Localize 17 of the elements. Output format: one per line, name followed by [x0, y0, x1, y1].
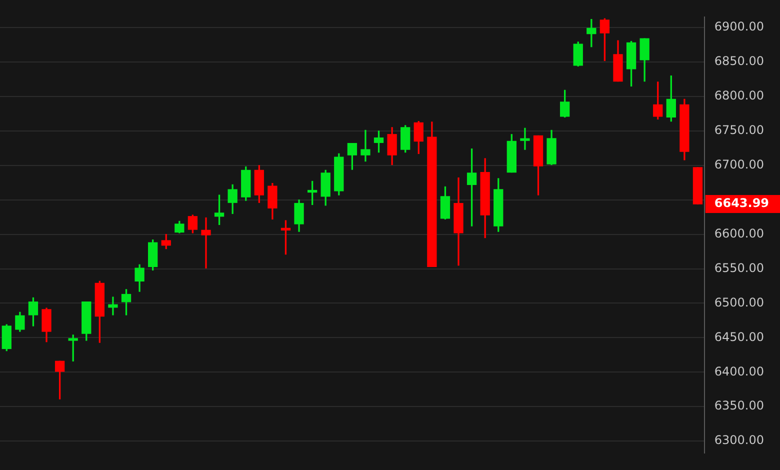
candlestick: [108, 296, 118, 316]
y-tick-label: 6500.00: [714, 295, 764, 310]
y-tick-label: 6350.00: [714, 398, 764, 413]
y-tick-label: 6400.00: [714, 364, 764, 378]
y-tick-label: 6850.00: [714, 54, 764, 68]
y-tick-label: 6700.00: [714, 158, 764, 172]
y-tick-label: 6550.00: [714, 260, 764, 275]
y-tick-label: 6300.00: [714, 433, 764, 448]
candlestick: [520, 128, 530, 150]
y-tick-label: 6750.00: [714, 123, 764, 138]
candlestick: [201, 217, 211, 268]
text: 6643.99: [714, 196, 770, 210]
y-tick-label: 6900.00: [714, 20, 764, 34]
candlestick: [360, 130, 370, 162]
y-tick-label: 6450.00: [714, 330, 764, 344]
y-tick-label: 6600.00: [714, 226, 764, 240]
y-tick-label: 6800.00: [714, 88, 764, 103]
